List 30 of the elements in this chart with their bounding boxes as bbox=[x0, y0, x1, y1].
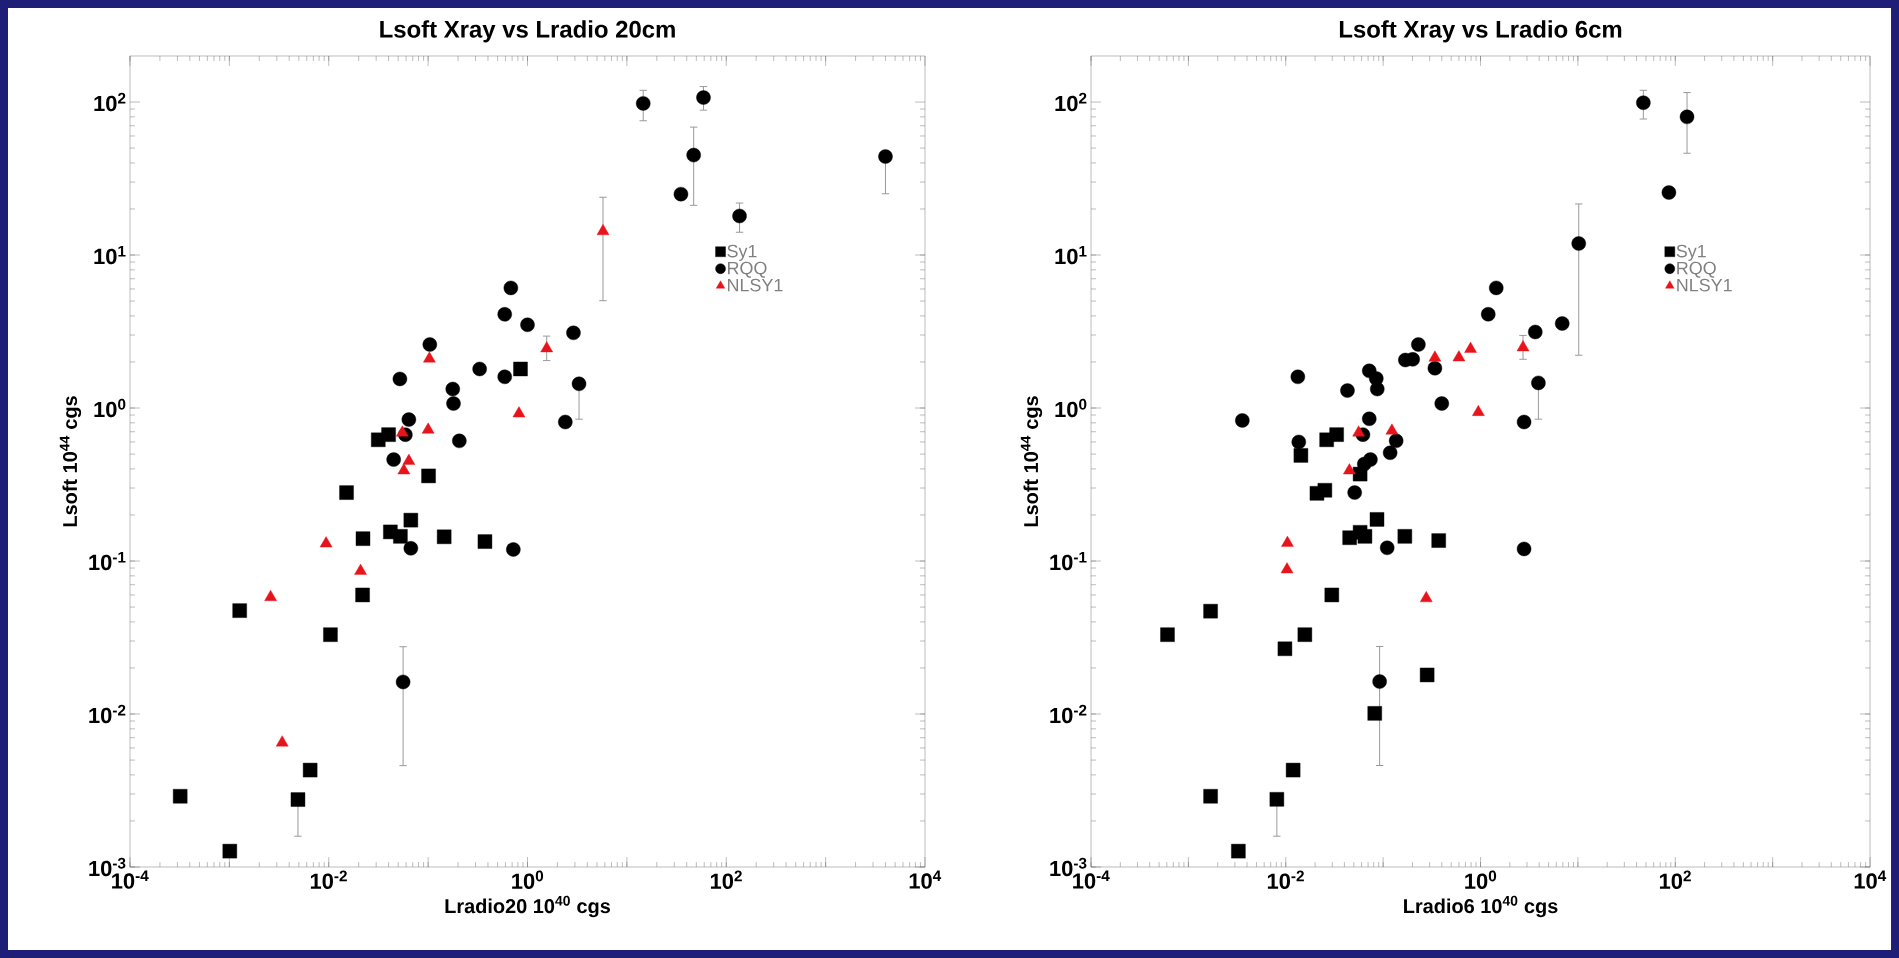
chart-title: Lsoft Xray vs Lradio 20cm bbox=[380, 20, 675, 43]
y-tick-label: 10$^{-1}$ bbox=[89, 551, 126, 571]
legend-label: NLSY1 bbox=[728, 278, 783, 292]
legend-label: RQQ bbox=[728, 261, 767, 278]
y-tick-label: 10$^{-1}$ bbox=[1050, 551, 1087, 571]
x-tick-label: 10$^{0}$ bbox=[512, 870, 544, 889]
y-tick-label: 10$^{-2}$ bbox=[89, 704, 126, 724]
x-tick-label: 10$^{2}$ bbox=[1659, 870, 1691, 889]
y-tick-label: 10$^{0}$ bbox=[1055, 398, 1087, 418]
y-axis-title: Lsoft 10$^{44}$ cgs bbox=[1020, 396, 1043, 527]
x-tick-label: 10$^{2}$ bbox=[710, 870, 742, 889]
legend-label: NLSY1 bbox=[1677, 278, 1732, 292]
x-tick-label: 10$^{0}$ bbox=[1465, 870, 1497, 889]
x-axis-title: Lradio20 10$^{40}$ cgs bbox=[445, 895, 610, 918]
y-tick-label: 10$^{1}$ bbox=[94, 245, 126, 265]
y-tick-label: 10$^{2}$ bbox=[1055, 92, 1087, 112]
y-tick-label: 10$^{1}$ bbox=[1055, 245, 1087, 265]
y-tick-label: 10$^{0}$ bbox=[94, 398, 126, 418]
legend-label: Sy1 bbox=[1676, 244, 1706, 261]
x-axis-title: Lradio6 10$^{40}$ cgs bbox=[1404, 895, 1558, 918]
legend-label: Sy1 bbox=[727, 244, 757, 261]
x-tick-label: 10$^{4}$ bbox=[909, 870, 942, 889]
x-tick-label: 10$^{4}$ bbox=[1854, 870, 1887, 889]
y-tick-label: 10$^{2}$ bbox=[94, 92, 126, 112]
y-tick-label: 10$^{-2}$ bbox=[1050, 704, 1087, 724]
y-axis-title: Lsoft 10$^{44}$ cgs bbox=[59, 396, 82, 527]
chart-title: Lsoft Xray vs Lradio 6cm bbox=[1339, 20, 1622, 43]
x-tick-label: 10$^{-2}$ bbox=[310, 870, 347, 889]
legend-label: RQQ bbox=[1677, 261, 1716, 278]
x-tick-label: 10$^{-2}$ bbox=[1267, 870, 1304, 889]
